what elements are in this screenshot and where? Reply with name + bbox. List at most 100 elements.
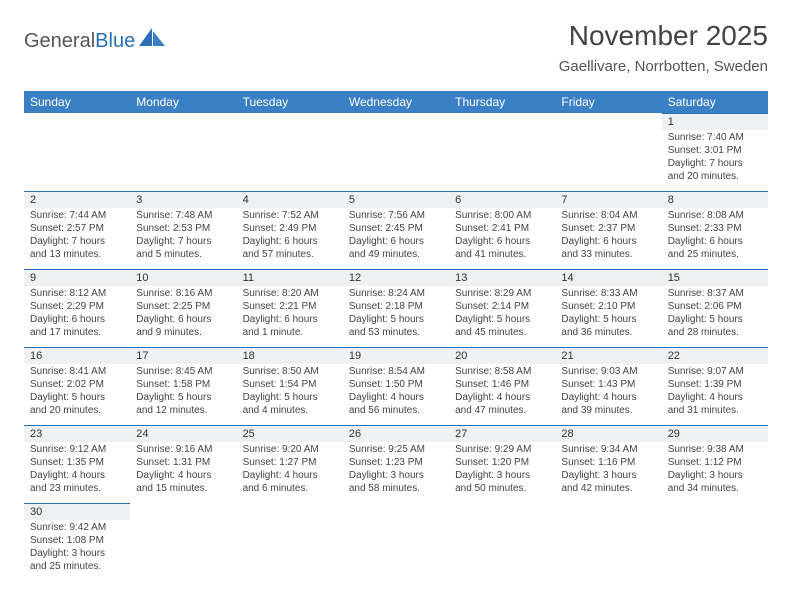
sunset-text: Sunset: 2:37 PM — [561, 222, 655, 235]
sunrise-text: Sunrise: 9:03 AM — [561, 365, 655, 378]
daylight-text: Daylight: 4 hours and 23 minutes. — [30, 469, 124, 495]
sunrise-text: Sunrise: 8:24 AM — [349, 287, 443, 300]
daylight-text: Daylight: 6 hours and 49 minutes. — [349, 235, 443, 261]
sail-icon — [139, 28, 165, 54]
day-number: 22 — [662, 348, 768, 364]
sunset-text: Sunset: 2:25 PM — [136, 300, 230, 313]
day-details: Sunrise: 9:07 AMSunset: 1:39 PMDaylight:… — [662, 364, 768, 421]
calendar-cell: 8Sunrise: 8:08 AMSunset: 2:33 PMDaylight… — [662, 191, 768, 269]
day-details: Sunrise: 9:12 AMSunset: 1:35 PMDaylight:… — [24, 442, 130, 499]
day-number: 8 — [662, 192, 768, 208]
sunset-text: Sunset: 2:14 PM — [455, 300, 549, 313]
day-number: 3 — [130, 192, 236, 208]
day-number: 15 — [662, 270, 768, 286]
calendar-cell: 17Sunrise: 8:45 AMSunset: 1:58 PMDayligh… — [130, 347, 236, 425]
sunrise-text: Sunrise: 8:20 AM — [243, 287, 337, 300]
title-block: November 2025 Gaellivare, Norrbotten, Sw… — [559, 20, 768, 75]
day-details: Sunrise: 8:16 AMSunset: 2:25 PMDaylight:… — [130, 286, 236, 343]
sunset-text: Sunset: 1:35 PM — [30, 456, 124, 469]
calendar-cell: 13Sunrise: 8:29 AMSunset: 2:14 PMDayligh… — [449, 269, 555, 347]
daylight-text: Daylight: 3 hours and 58 minutes. — [349, 469, 443, 495]
day-details: Sunrise: 9:20 AMSunset: 1:27 PMDaylight:… — [237, 442, 343, 499]
sunrise-text: Sunrise: 9:38 AM — [668, 443, 762, 456]
page-title: November 2025 — [559, 20, 768, 52]
daylight-text: Daylight: 6 hours and 33 minutes. — [561, 235, 655, 261]
calendar-cell — [130, 113, 236, 191]
sunrise-text: Sunrise: 8:29 AM — [455, 287, 549, 300]
day-details: Sunrise: 7:56 AMSunset: 2:45 PMDaylight:… — [343, 208, 449, 265]
day-header: Wednesday — [343, 91, 449, 113]
sunset-text: Sunset: 2:49 PM — [243, 222, 337, 235]
daylight-text: Daylight: 6 hours and 1 minute. — [243, 313, 337, 339]
sunrise-text: Sunrise: 9:12 AM — [30, 443, 124, 456]
calendar-cell: 2Sunrise: 7:44 AMSunset: 2:57 PMDaylight… — [24, 191, 130, 269]
calendar-row: 2Sunrise: 7:44 AMSunset: 2:57 PMDaylight… — [24, 191, 768, 269]
sunrise-text: Sunrise: 7:40 AM — [668, 131, 762, 144]
sunrise-text: Sunrise: 9:16 AM — [136, 443, 230, 456]
calendar-cell: 3Sunrise: 7:48 AMSunset: 2:53 PMDaylight… — [130, 191, 236, 269]
day-details: Sunrise: 9:34 AMSunset: 1:16 PMDaylight:… — [555, 442, 661, 499]
sunrise-text: Sunrise: 9:20 AM — [243, 443, 337, 456]
sunrise-text: Sunrise: 7:44 AM — [30, 209, 124, 222]
day-details: Sunrise: 8:54 AMSunset: 1:50 PMDaylight:… — [343, 364, 449, 421]
daylight-text: Daylight: 5 hours and 28 minutes. — [668, 313, 762, 339]
calendar-cell: 30Sunrise: 9:42 AMSunset: 1:08 PMDayligh… — [24, 503, 130, 581]
day-number: 6 — [449, 192, 555, 208]
sunrise-text: Sunrise: 8:33 AM — [561, 287, 655, 300]
calendar-cell — [343, 113, 449, 191]
sunset-text: Sunset: 1:43 PM — [561, 378, 655, 391]
day-header: Sunday — [24, 91, 130, 113]
daylight-text: Daylight: 6 hours and 41 minutes. — [455, 235, 549, 261]
daylight-text: Daylight: 5 hours and 12 minutes. — [136, 391, 230, 417]
sunset-text: Sunset: 1:50 PM — [349, 378, 443, 391]
calendar-cell: 23Sunrise: 9:12 AMSunset: 1:35 PMDayligh… — [24, 425, 130, 503]
daylight-text: Daylight: 7 hours and 13 minutes. — [30, 235, 124, 261]
sunrise-text: Sunrise: 8:54 AM — [349, 365, 443, 378]
location-text: Gaellivare, Norrbotten, Sweden — [559, 58, 768, 75]
calendar-cell — [555, 113, 661, 191]
calendar-cell: 1Sunrise: 7:40 AMSunset: 3:01 PMDaylight… — [662, 113, 768, 191]
calendar-cell: 14Sunrise: 8:33 AMSunset: 2:10 PMDayligh… — [555, 269, 661, 347]
daylight-text: Daylight: 3 hours and 50 minutes. — [455, 469, 549, 495]
sunset-text: Sunset: 1:39 PM — [668, 378, 762, 391]
daylight-text: Daylight: 4 hours and 31 minutes. — [668, 391, 762, 417]
day-details: Sunrise: 9:03 AMSunset: 1:43 PMDaylight:… — [555, 364, 661, 421]
day-number: 21 — [555, 348, 661, 364]
daylight-text: Daylight: 5 hours and 20 minutes. — [30, 391, 124, 417]
day-number: 27 — [449, 426, 555, 442]
sunset-text: Sunset: 1:16 PM — [561, 456, 655, 469]
sunrise-text: Sunrise: 8:04 AM — [561, 209, 655, 222]
day-header-row: SundayMondayTuesdayWednesdayThursdayFrid… — [24, 91, 768, 113]
day-number: 12 — [343, 270, 449, 286]
daylight-text: Daylight: 3 hours and 34 minutes. — [668, 469, 762, 495]
calendar-body: 1Sunrise: 7:40 AMSunset: 3:01 PMDaylight… — [24, 113, 768, 581]
calendar-cell — [237, 113, 343, 191]
sunset-text: Sunset: 1:31 PM — [136, 456, 230, 469]
calendar-cell: 27Sunrise: 9:29 AMSunset: 1:20 PMDayligh… — [449, 425, 555, 503]
day-details: Sunrise: 8:33 AMSunset: 2:10 PMDaylight:… — [555, 286, 661, 343]
calendar-cell: 24Sunrise: 9:16 AMSunset: 1:31 PMDayligh… — [130, 425, 236, 503]
calendar-cell — [130, 503, 236, 581]
day-details: Sunrise: 8:41 AMSunset: 2:02 PMDaylight:… — [24, 364, 130, 421]
day-details: Sunrise: 8:04 AMSunset: 2:37 PMDaylight:… — [555, 208, 661, 265]
calendar-cell: 25Sunrise: 9:20 AMSunset: 1:27 PMDayligh… — [237, 425, 343, 503]
sunset-text: Sunset: 1:12 PM — [668, 456, 762, 469]
calendar-cell — [662, 503, 768, 581]
calendar-cell: 26Sunrise: 9:25 AMSunset: 1:23 PMDayligh… — [343, 425, 449, 503]
calendar-row: 9Sunrise: 8:12 AMSunset: 2:29 PMDaylight… — [24, 269, 768, 347]
day-number: 29 — [662, 426, 768, 442]
day-number: 25 — [237, 426, 343, 442]
sunset-text: Sunset: 1:20 PM — [455, 456, 549, 469]
sunset-text: Sunset: 2:41 PM — [455, 222, 549, 235]
day-number: 5 — [343, 192, 449, 208]
sunset-text: Sunset: 2:29 PM — [30, 300, 124, 313]
daylight-text: Daylight: 5 hours and 36 minutes. — [561, 313, 655, 339]
daylight-text: Daylight: 5 hours and 53 minutes. — [349, 313, 443, 339]
calendar-cell: 28Sunrise: 9:34 AMSunset: 1:16 PMDayligh… — [555, 425, 661, 503]
sunrise-text: Sunrise: 7:52 AM — [243, 209, 337, 222]
sunrise-text: Sunrise: 8:00 AM — [455, 209, 549, 222]
calendar-cell: 9Sunrise: 8:12 AMSunset: 2:29 PMDaylight… — [24, 269, 130, 347]
sunset-text: Sunset: 3:01 PM — [668, 144, 762, 157]
day-details: Sunrise: 8:24 AMSunset: 2:18 PMDaylight:… — [343, 286, 449, 343]
day-number: 14 — [555, 270, 661, 286]
